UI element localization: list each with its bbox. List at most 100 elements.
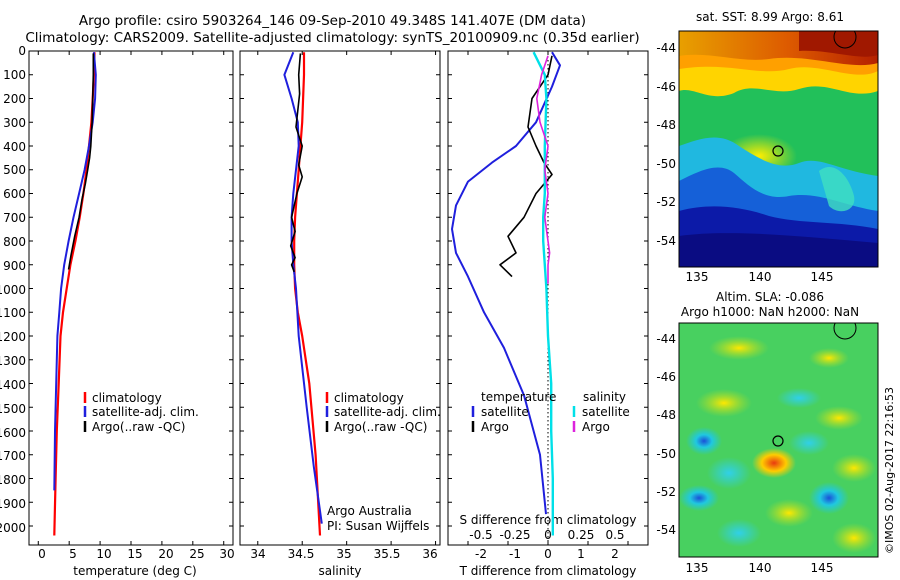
s-difference-tick-label: 0 <box>544 528 552 542</box>
temperature-argo-line <box>67 53 95 270</box>
sst-map-title: sat. SST: 8.99 Argo: 8.61 <box>696 10 844 24</box>
longitude-tick-label: 140 <box>749 561 772 575</box>
s-difference-tick-label: -0.25 <box>499 528 530 542</box>
depth-tick-label: 300 <box>3 116 26 130</box>
depth-tick-label: 1300 <box>0 354 26 368</box>
s-difference-tick-label: 0.5 <box>605 528 624 542</box>
sla-map-x-ticks: 135 140 145 <box>686 561 834 575</box>
temperature-tick-label: 5 <box>69 547 77 561</box>
depth-tick-label: 1900 <box>0 497 26 511</box>
latitude-tick-label: -52 <box>656 195 676 209</box>
axis-tick-marks <box>240 50 440 545</box>
legend-header-salinity: salinity <box>583 390 626 404</box>
legend-label: satellite-adj. clim. <box>334 405 441 419</box>
imos-credit: ©IMOS 02-Aug-2017 22:16:53 <box>883 387 896 554</box>
longitude-tick-label: 135 <box>686 561 709 575</box>
latitude-tick-label: -52 <box>656 485 676 499</box>
depth-tick-label: 2000 <box>0 521 26 535</box>
depth-tick-label: 600 <box>3 187 26 201</box>
t-difference-tick-label: 1 <box>577 547 585 561</box>
temperature-argo-diff-line <box>499 55 553 278</box>
temperature-tick-label: 20 <box>158 547 173 561</box>
depth-tick-label: 1700 <box>0 449 26 463</box>
source-label-line2: PI: Susan Wijffels <box>327 519 429 533</box>
s-difference-axis: S difference from climatology -0.5 -0.25… <box>460 513 637 542</box>
sla-map-panel: Altim. SLA: -0.086 Argo h1000: NaN h2000… <box>656 290 879 575</box>
legend-label: climatology <box>92 391 162 405</box>
difference-plot-area <box>451 51 561 536</box>
depth-tick-label: 0 <box>18 44 26 58</box>
difference-panel: -2 -1 0 1 2 T difference from climatolog… <box>447 50 649 578</box>
depth-tick-label: 1200 <box>0 330 26 344</box>
temperature-panel: 0 100 200 300 400 500 600 700 800 900 10… <box>0 44 235 578</box>
depth-tick-label: 800 <box>3 235 26 249</box>
difference-legend: temperature salinity satellite Argo sate… <box>471 390 630 434</box>
latitude-tick-label: -48 <box>656 118 676 132</box>
salinity-plot-area <box>283 51 323 536</box>
legend-header-temperature: temperature <box>481 390 556 404</box>
temperature-tick-label: 15 <box>127 547 142 561</box>
depth-tick-label: 400 <box>3 140 26 154</box>
temperature-x-ticks: 0 5 10 15 20 25 30 <box>38 547 234 561</box>
salinity-tick-label: 35.5 <box>374 547 401 561</box>
salinity-tick-label: 34 <box>250 547 265 561</box>
longitude-tick-label: 145 <box>811 270 834 284</box>
temperature-satellite-diff-line <box>451 51 561 515</box>
temperature-satellite-line <box>53 52 97 491</box>
legend-label: Argo <box>582 420 610 434</box>
latitude-tick-label: -50 <box>656 447 676 461</box>
depth-tick-label: 900 <box>3 259 26 273</box>
t-difference-tick-label: 0 <box>544 547 552 561</box>
salinity-tick-label: 36 <box>422 547 437 561</box>
t-difference-tick-label: -2 <box>475 547 487 561</box>
latitude-tick-label: -54 <box>656 523 676 537</box>
depth-tick-label: 1400 <box>0 378 26 392</box>
figure-title-line2: Climatology: CARS2009. Satellite-adjuste… <box>25 30 640 46</box>
figure-title-line1: Argo profile: csiro 5903264_146 09-Sep-2… <box>78 13 587 29</box>
axis-tick-marks <box>448 50 648 545</box>
legend-label: climatology <box>334 391 404 405</box>
legend-label: satellite <box>481 405 529 419</box>
sst-map-x-ticks: 135 140 145 <box>686 270 834 284</box>
temperature-tick-label: 0 <box>38 547 46 561</box>
salinity-panel: 34 34.5 35 35.5 36 salinity climatology … <box>239 50 441 578</box>
legend-label: Argo(..raw -QC) <box>92 420 185 434</box>
sla-map-y-ticks: -44 -46 -48 -50 -52 -54 <box>656 332 676 537</box>
salinity-legend: climatology satellite-adj. clim. Argo(..… <box>325 391 441 434</box>
temperature-legend: climatology satellite-adj. clim. Argo(..… <box>83 391 199 434</box>
salinity-tick-label: 35 <box>336 547 351 561</box>
depth-tick-label: 1100 <box>0 306 26 320</box>
t-difference-tick-label: 2 <box>611 547 619 561</box>
difference-x-ticks: -2 -1 0 1 2 <box>475 547 619 561</box>
salinity-x-axis-label: salinity <box>318 564 361 578</box>
legend-label: satellite-adj. clim. <box>92 405 199 419</box>
depth-tick-label: 1500 <box>0 402 26 416</box>
legend-label: satellite <box>582 405 630 419</box>
latitude-tick-label: -50 <box>656 157 676 171</box>
latitude-tick-label: -48 <box>656 408 676 422</box>
sst-map-panel: sat. SST: 8.99 Argo: 8.61 -44 -46 -48 -5… <box>656 10 879 284</box>
sla-map-frame <box>678 322 879 558</box>
temperature-tick-label: 10 <box>96 547 111 561</box>
depth-tick-label: 1600 <box>0 426 26 440</box>
longitude-tick-label: 135 <box>686 270 709 284</box>
temperature-tick-label: 25 <box>189 547 204 561</box>
sst-map-y-ticks: -44 -46 -48 -50 -52 -54 <box>656 41 676 248</box>
s-difference-x-axis-label: S difference from climatology <box>460 513 637 527</box>
sla-map-title: Altim. SLA: -0.086 <box>716 290 824 304</box>
sst-map-frame <box>678 30 879 268</box>
salinity-argo-line <box>289 53 303 273</box>
depth-tick-label: 500 <box>3 163 26 177</box>
temperature-axes-box <box>28 50 234 546</box>
depth-tick-label: 100 <box>3 68 26 82</box>
latitude-tick-label: -46 <box>656 370 676 384</box>
temperature-tick-label: 30 <box>219 547 234 561</box>
sst-argo-position-marker <box>772 145 784 157</box>
legend-label: Argo <box>481 420 509 434</box>
s-difference-tick-label: 0.25 <box>568 528 595 542</box>
sla-argo-position-marker <box>772 435 784 447</box>
longitude-tick-label: 145 <box>811 561 834 575</box>
latitude-tick-label: -44 <box>656 41 676 55</box>
depth-tick-label: 1800 <box>0 473 26 487</box>
